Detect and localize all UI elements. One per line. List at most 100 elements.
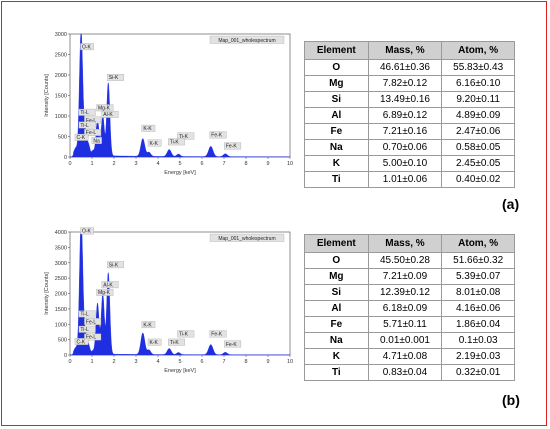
peak-label: Fe-L (84, 318, 102, 325)
mass-cell: 0.70±0.06 (367, 139, 443, 156)
x-tick-label: 1 (90, 161, 93, 167)
peak-label-text: Fe-L (86, 130, 97, 136)
peak-label: K-K (147, 139, 162, 147)
mass-cell: 5.71±0.11 (367, 316, 443, 333)
peak-label-box (74, 338, 89, 345)
table-row: Ti 0.83±0.04 0.32±0.01 (304, 364, 515, 381)
x-tick-label: 8 (244, 161, 247, 167)
element-cell: Mg (304, 268, 369, 285)
mass-cell: 13.49±0.16 (367, 91, 443, 108)
x-tick-label: 10 (287, 161, 293, 167)
element-cell: Mg (304, 75, 369, 92)
y-tick-label: 2500 (55, 276, 67, 282)
composition-table-a: Element Mass, % Atom, % O 46.61±0.36 55.83±0… (304, 41, 515, 188)
peak-label: K-K (141, 124, 156, 132)
peak-label-text: Ti-K (170, 340, 180, 346)
peak-label: Fe-K (209, 330, 227, 338)
y-axis-label: Intensity [Counts] (44, 74, 50, 117)
table-row: Ti 1.01±0.06 0.40±0.02 (304, 171, 515, 188)
spectrum-chart-a: 0 500 1000 1500 2000 2500 3000 0 1 2 3 4 5 6 7 8 9 10 Ener… (40, 27, 295, 182)
peak-label-box (141, 124, 156, 132)
x-tick-label: 2 (112, 161, 115, 167)
y-tick-label: 1500 (55, 94, 67, 100)
spectrum-svg: 0 500 1000 1500 2000 2500 3000 0 1 2 3 4 5 6 7 8 9 10 Ener… (44, 32, 293, 176)
y-tick-label: 3000 (55, 32, 67, 38)
peak-label-box (141, 321, 156, 329)
table-row: Al 6.89±0.12 4.89±0.09 (304, 107, 515, 124)
y-tick-label: 0 (64, 353, 67, 359)
peak-label-text: Ti-L (80, 123, 89, 129)
peak-label-text: K-K (143, 126, 152, 132)
x-tick-label: 4 (156, 161, 159, 167)
title-box (209, 233, 285, 242)
table-header-row: Element Mass, % Atom, % (304, 41, 515, 60)
peak-label-box (107, 261, 125, 269)
peak-label-text: Fe-K (211, 332, 223, 338)
y-tick-label: 3500 (55, 245, 67, 251)
peak-label: Na (91, 137, 102, 144)
table-row: O 46.61±0.36 55.83±0.43 (304, 59, 515, 76)
element-cell: Si (304, 284, 369, 301)
peak-label-box (78, 325, 96, 333)
peak-label-text: Na (93, 138, 100, 144)
mass-cell: 1.01±0.06 (367, 171, 443, 188)
peak-label: Si-K (107, 261, 125, 269)
peak-label-text: Al-K (103, 112, 113, 118)
peak-label-text: Fe-K (226, 144, 238, 150)
y-tick-label: 2500 (55, 53, 67, 59)
mass-cell: 6.89±0.12 (367, 107, 443, 124)
peak-label: Ti-L (78, 108, 96, 116)
peak-label-box (177, 330, 195, 338)
peak-label-box (107, 74, 125, 81)
peak-label-box (78, 121, 96, 129)
x-tick-label: 1 (90, 359, 93, 365)
y-tick-label: 1000 (55, 114, 67, 120)
table-row: Mg 7.82±0.12 6.16±0.10 (304, 75, 515, 92)
peak-label-text: Fe-K (211, 133, 223, 139)
spectrum-title: Map_001_wholespectrum (209, 233, 285, 242)
element-cell: K (304, 348, 369, 365)
element-cell: O (304, 252, 369, 269)
peak-label-box (96, 288, 114, 296)
peak-label-text: Mg-K (98, 290, 111, 296)
atom-cell: 2.47±0.06 (441, 123, 515, 140)
table-row: Mg 7.21±0.09 5.39±0.07 (304, 268, 515, 285)
peak-label: Ti-L (78, 325, 96, 333)
x-tick-label: 5 (178, 161, 181, 167)
mass-cell: 46.61±0.36 (367, 59, 443, 76)
atom-cell: 0.58±0.05 (441, 139, 515, 156)
column-header: Mass, % (367, 41, 443, 60)
y-tick-label: 4000 (55, 230, 67, 236)
atom-cell: 1.86±0.04 (441, 316, 515, 333)
y-tick-label: 1500 (55, 307, 67, 313)
table-row: Na 0.70±0.06 0.58±0.05 (304, 139, 515, 156)
peak-label-text: K-K (143, 322, 152, 328)
y-tick-label: 3000 (55, 261, 67, 267)
x-tick-label: 10 (287, 359, 293, 365)
title-text: Map_001_wholespectrum (218, 38, 275, 44)
element-cell: Ti (304, 364, 369, 381)
x-tick-label: 9 (266, 161, 269, 167)
peak-label: O-K (80, 227, 94, 235)
table-row: Si 13.49±0.16 9.20±0.11 (304, 91, 515, 108)
peak-label-text: Fe-L (86, 118, 97, 124)
atom-cell: 0.32±0.01 (441, 364, 515, 381)
atom-cell: 9.20±0.11 (441, 91, 515, 108)
peak-label: Fe-K (224, 142, 242, 150)
table-row: Si 12.39±0.12 8.01±0.08 (304, 284, 515, 301)
peak-label: C-K (74, 133, 89, 141)
peak-label-text: Mg-K (98, 106, 111, 112)
peak-label-text: C-K (76, 339, 85, 345)
peak-label-box (147, 338, 162, 346)
peak-label: Ti-K (168, 138, 185, 146)
peak-label: C-K (74, 338, 89, 345)
mass-cell: 0.83±0.04 (367, 364, 443, 381)
peak-label-box (101, 281, 119, 289)
peak-label-box (147, 139, 162, 147)
peak-label-text: Fe-L (86, 319, 97, 325)
table-row: Fe 5.71±0.11 1.86±0.04 (304, 316, 515, 333)
peak-label-text: Si-K (109, 262, 119, 268)
y-tick-label: 1000 (55, 322, 67, 328)
x-tick-label: 7 (222, 161, 225, 167)
